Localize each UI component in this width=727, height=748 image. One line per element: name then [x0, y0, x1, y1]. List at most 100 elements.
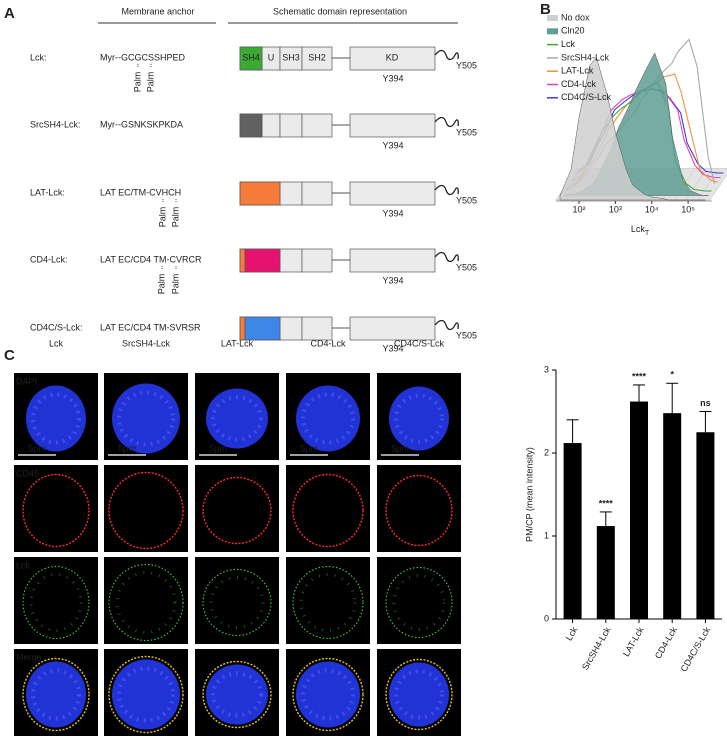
anchor-box — [239, 316, 246, 341]
significance: **** — [632, 371, 647, 381]
palm-label: Palm — [157, 207, 167, 228]
domain-box — [279, 248, 303, 273]
kinase-box — [349, 248, 436, 273]
scale-bar-label: 5μm — [28, 443, 46, 453]
significance: **** — [599, 498, 614, 508]
nucleus — [206, 388, 268, 449]
y-tick-label: 1 — [544, 530, 549, 540]
membrane-ring — [385, 474, 453, 547]
legend-label: CD4-Lck — [561, 79, 597, 89]
membrane-ring — [202, 660, 272, 729]
palm-label: Palm — [156, 274, 166, 295]
panel-label: C — [4, 347, 15, 364]
palm-label: Palm — [170, 207, 180, 228]
domain-box — [301, 113, 333, 138]
cytoplasm-signal — [115, 571, 177, 634]
kinase-box — [349, 113, 436, 138]
domain-label: KD — [386, 52, 399, 62]
histogram-curve — [559, 56, 706, 201]
c-tail — [434, 319, 459, 331]
micrograph — [14, 557, 98, 644]
micrograph — [286, 465, 370, 552]
channel-label: Lck — [16, 560, 31, 570]
site-label: Y394 — [382, 343, 403, 353]
nucleus-texture — [301, 668, 355, 721]
x-tick-label: SrcSH4-Lck — [580, 625, 613, 672]
domain-box — [261, 113, 281, 138]
construct-name: CD4C/S-Lck: — [30, 322, 83, 332]
channel-label: Merge — [16, 652, 42, 662]
cytoplasm-signal — [392, 574, 446, 631]
micrograph — [286, 557, 370, 644]
membrane-ring — [202, 476, 272, 545]
x-tick-label: Lck — [564, 625, 580, 643]
construct-name: Lck: — [30, 52, 47, 62]
nucleus — [206, 664, 268, 725]
anchor-sequence: Myr--GSNKSKPKDA — [100, 119, 183, 129]
panel-label: A — [4, 5, 15, 22]
nucleus-texture — [211, 671, 263, 718]
x-tick-label: CD4C/S-Lck — [679, 625, 713, 674]
palm-label: Palm — [170, 274, 180, 295]
floor-hatch — [697, 168, 720, 201]
legend-swatch — [547, 15, 558, 21]
site-label: Y505 — [456, 262, 477, 272]
column-header: CD4-Lck — [310, 338, 346, 348]
membrane-ring — [385, 566, 453, 639]
construct-name: SrcSH4-Lck: — [30, 119, 81, 129]
scale-bar-label: 5μm — [391, 443, 409, 453]
legend-swatch — [547, 28, 558, 35]
membrane-ring — [108, 655, 184, 734]
header: Schematic domain representation — [273, 6, 407, 16]
domain-label: SH2 — [308, 52, 326, 62]
membrane-ring — [385, 658, 453, 731]
cytoplasm-signal — [299, 573, 357, 632]
anchor-sequence: LAT EC/CD4 TM-SVRSR — [100, 322, 201, 332]
membrane-ring — [22, 657, 90, 732]
nucleus-texture — [211, 395, 263, 442]
nucleus — [296, 661, 360, 728]
header: Membrane anchor — [121, 6, 194, 16]
anchor-sequence: LAT EC/CD4 TM-CVRCR — [100, 254, 202, 264]
anchor-box — [239, 248, 246, 273]
anchor-sequence: Myr--GCGCSSHPED — [100, 52, 185, 62]
legend-label: Lck — [561, 39, 576, 49]
x-tick-label: CD4-Lck — [653, 625, 679, 661]
site-label: Y394 — [382, 140, 403, 150]
x-tick-label: 10² — [573, 204, 586, 214]
bar — [596, 526, 615, 619]
micrograph — [195, 557, 279, 644]
legend-label: LAT-Lck — [561, 66, 594, 76]
nucleus-texture — [31, 392, 81, 445]
column-header: SrcSH4-Lck — [122, 338, 171, 348]
x-axis-label: LckT — [631, 224, 650, 236]
cytoplasm-signal — [29, 573, 83, 632]
micrograph — [104, 465, 188, 552]
anchor-box — [244, 248, 281, 273]
significance: ns — [700, 398, 711, 408]
nucleus — [389, 662, 449, 727]
domain-box — [279, 113, 303, 138]
micrograph — [14, 465, 98, 552]
c-tail — [434, 251, 459, 263]
membrane-ring — [22, 473, 90, 548]
nucleus — [112, 383, 180, 454]
nucleus-texture — [301, 392, 355, 445]
c-tail — [434, 49, 459, 61]
column-header: CD4C/S-Lck — [394, 338, 445, 348]
nucleus-texture — [394, 393, 444, 444]
bar — [663, 413, 682, 619]
site-label: Y505 — [456, 330, 477, 340]
legend-label: Cln20 — [561, 26, 585, 36]
domain-box — [301, 181, 333, 206]
bar — [563, 443, 582, 619]
kinase-box — [349, 181, 436, 206]
anchor-box — [239, 46, 263, 71]
site-label: Y394 — [382, 73, 403, 83]
anchor-box — [239, 113, 263, 138]
domain-box — [279, 181, 303, 206]
membrane-ring — [292, 565, 364, 640]
legend-label: No dox — [561, 12, 590, 22]
membrane-ring — [202, 568, 272, 637]
